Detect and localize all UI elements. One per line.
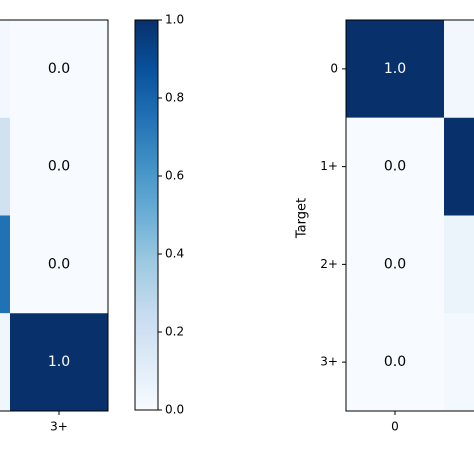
cell-label: 0.0 — [48, 159, 70, 175]
heatmap-cell — [0, 20, 10, 118]
heatmap-cell — [0, 313, 10, 411]
heatmap-cell — [10, 313, 108, 411]
heatmap: 0.0 0.0 0.0 1.0 — [0, 19, 109, 412]
y-tick-label: 3+ — [320, 355, 338, 369]
heatmap-cell — [444, 215, 474, 314]
heatmap-cell — [444, 313, 474, 411]
colorbar-tick-label: 0.6 — [165, 169, 184, 183]
cell-label: 0.0 — [48, 61, 70, 77]
colorbar-tick-label: 0.4 — [165, 247, 184, 261]
y-tick-label: 0 — [330, 61, 338, 75]
heatmap-cell — [0, 215, 10, 314]
x-tick-label: 3+ — [50, 420, 68, 434]
heatmap-cell — [444, 20, 474, 118]
colorbar-tick-label: 1.0 — [165, 13, 184, 27]
y-axis-label: Target — [295, 198, 310, 239]
heatmap-cell — [346, 117, 444, 216]
colorbar-tick-label: 0.2 — [165, 325, 184, 339]
cell-label: 0.0 — [384, 159, 406, 175]
heatmap-cell — [346, 313, 444, 411]
axes-frame — [345, 19, 474, 412]
x-tick-label: 0 — [391, 420, 399, 434]
cell-label: 0.0 — [384, 256, 406, 272]
heatmap: 1.0 0.0 0.0 0.0 — [345, 19, 474, 412]
axes-frame — [0, 19, 109, 412]
cell-label: 1.0 — [48, 354, 70, 370]
heatmap-cell — [10, 117, 108, 216]
cell-label: 0.0 — [384, 354, 406, 370]
heatmap-cell — [10, 215, 108, 314]
cell-label: 0.0 — [48, 256, 70, 272]
heatmap-cell — [10, 20, 108, 118]
heatmap-cell — [444, 117, 474, 216]
colorbar-tick-label: 0.0 — [165, 403, 184, 417]
y-tick-label: 2+ — [320, 257, 338, 271]
heatmap-cell — [346, 20, 444, 118]
colorbar-tick-label: 0.8 — [165, 91, 184, 105]
y-tick-label: 1+ — [320, 159, 338, 173]
heatmap-cell — [0, 117, 10, 216]
cell-label: 1.0 — [384, 61, 406, 77]
colorbar — [134, 19, 159, 411]
heatmap-cell — [346, 215, 444, 314]
